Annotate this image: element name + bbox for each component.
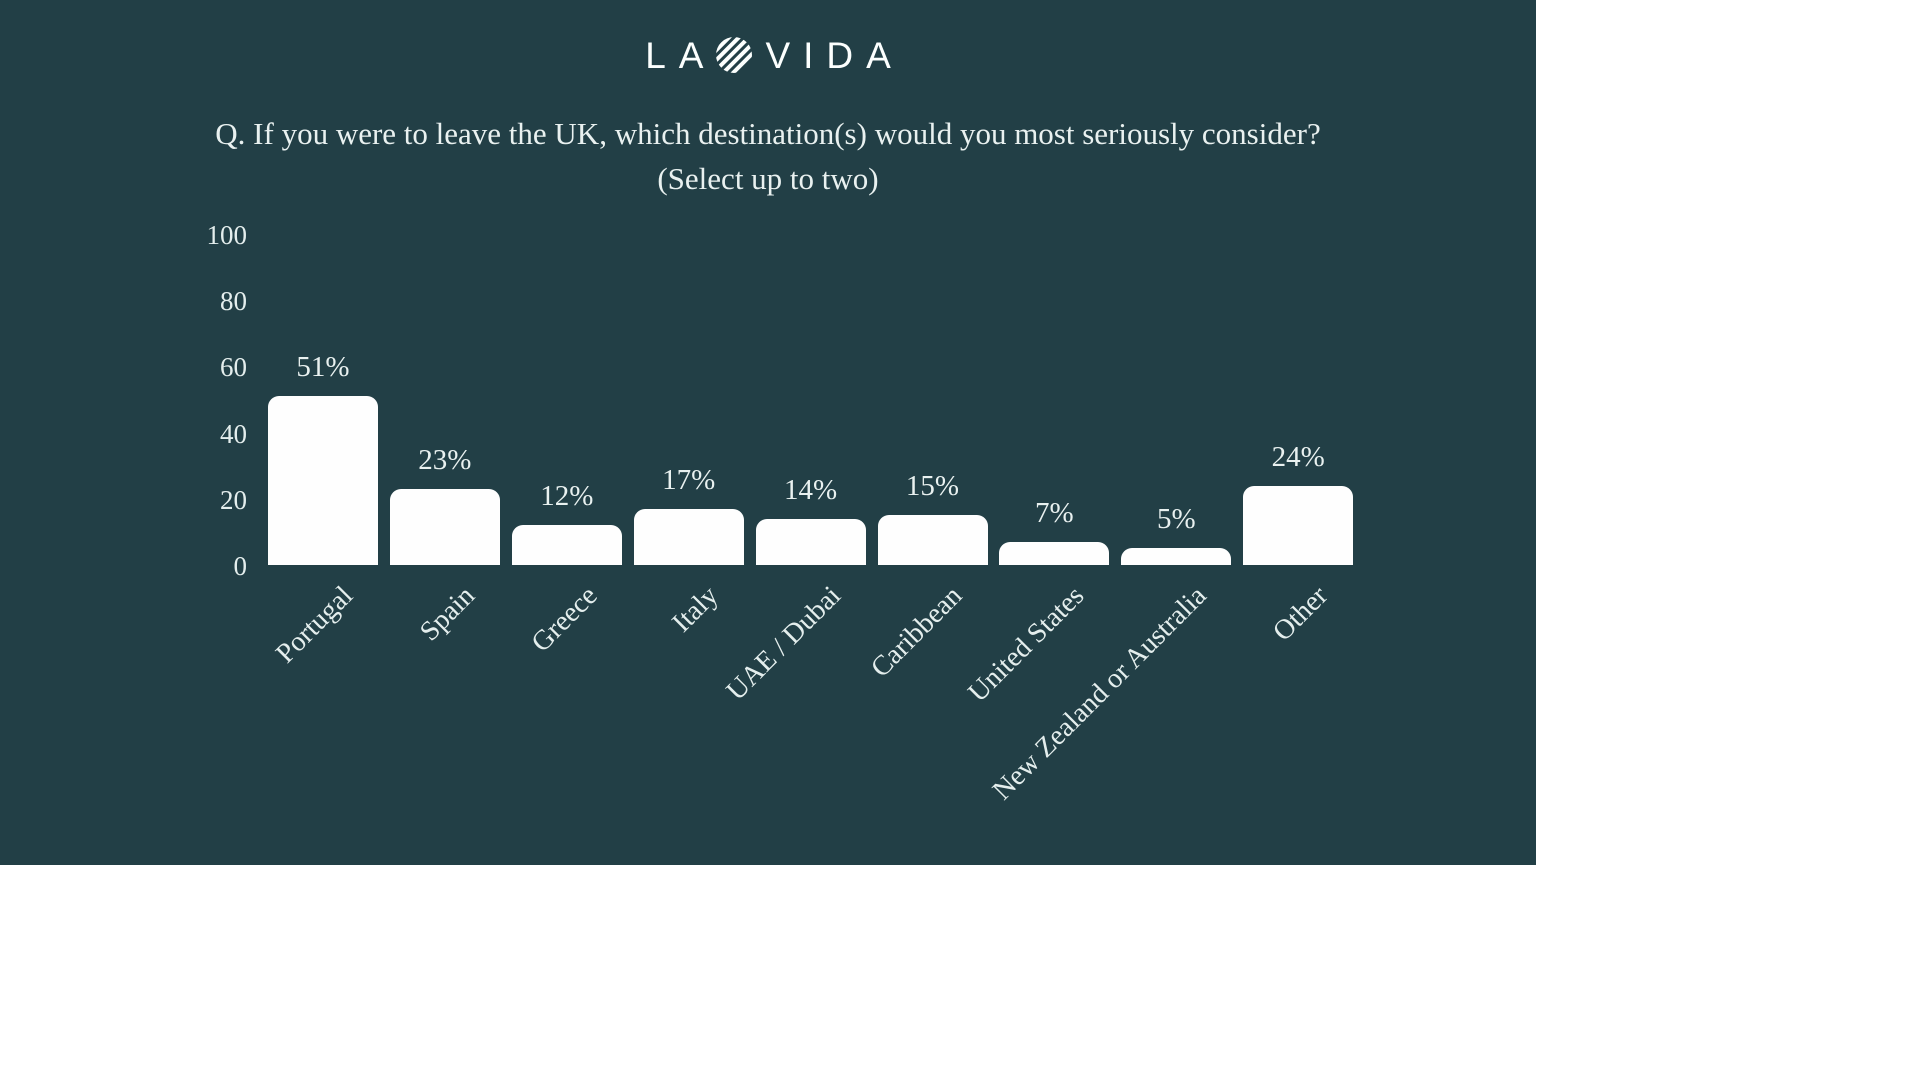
logo-text-vida: VIDA bbox=[765, 34, 904, 76]
x-axis-category-label: New Zealand or Australia bbox=[986, 580, 1213, 807]
y-axis-tick-label: 0 bbox=[233, 551, 248, 581]
x-axis-category-label: Italy bbox=[666, 580, 725, 639]
x-axis-category-label: Other bbox=[1267, 580, 1335, 648]
x-axis-category-label: Spain bbox=[414, 580, 482, 648]
y-axis-tick-label: 100 bbox=[206, 219, 248, 250]
bar-portugal bbox=[268, 396, 378, 565]
logo-text-la: LA bbox=[645, 34, 717, 76]
bar-value-label: 14% bbox=[784, 473, 838, 506]
x-axis-category-label: Portugal bbox=[270, 580, 360, 670]
x-axis-category-label: Greece bbox=[525, 580, 604, 659]
bar-other bbox=[1243, 485, 1354, 565]
y-axis-tick-label: 80 bbox=[220, 286, 247, 317]
x-axis-category-label: UAE / Dubai bbox=[720, 580, 847, 707]
bar-greece bbox=[511, 525, 622, 565]
bar-value-label: 23% bbox=[418, 443, 472, 476]
bar-value-label: 5% bbox=[1156, 503, 1196, 536]
bar-value-label: 7% bbox=[1035, 496, 1074, 529]
bar-spain bbox=[389, 488, 500, 565]
chart-title: Q. If you were to leave the UK, which de… bbox=[215, 116, 1321, 151]
bar-united-states bbox=[999, 541, 1110, 565]
bar-value-label: 51% bbox=[296, 351, 350, 384]
brand-logo: LA VIDA bbox=[0, 36, 1536, 74]
bar-caribbean bbox=[877, 515, 988, 565]
bar-value-label: 17% bbox=[662, 463, 716, 496]
x-axis-category-label: United States bbox=[962, 580, 1091, 709]
bar-new-zealand-or-australia bbox=[1121, 548, 1232, 565]
chart-panel: LA VIDA Q. If you were to leave the UK, … bbox=[0, 0, 1536, 865]
bar-uae-dubai bbox=[755, 518, 866, 565]
bar-italy bbox=[633, 508, 744, 565]
y-axis-tick-label: 40 bbox=[220, 418, 247, 449]
bar-value-label: 24% bbox=[1271, 440, 1325, 473]
y-axis-tick-label: 20 bbox=[220, 484, 247, 515]
x-axis-category-label: Caribbean bbox=[865, 580, 969, 684]
bar-value-label: 15% bbox=[905, 470, 960, 503]
logo-striped-circle-icon bbox=[715, 36, 754, 74]
bar-value-label: 12% bbox=[540, 480, 594, 513]
chart-subtitle: (Select up to two) bbox=[657, 161, 879, 196]
y-axis-tick-label: 60 bbox=[220, 352, 247, 383]
